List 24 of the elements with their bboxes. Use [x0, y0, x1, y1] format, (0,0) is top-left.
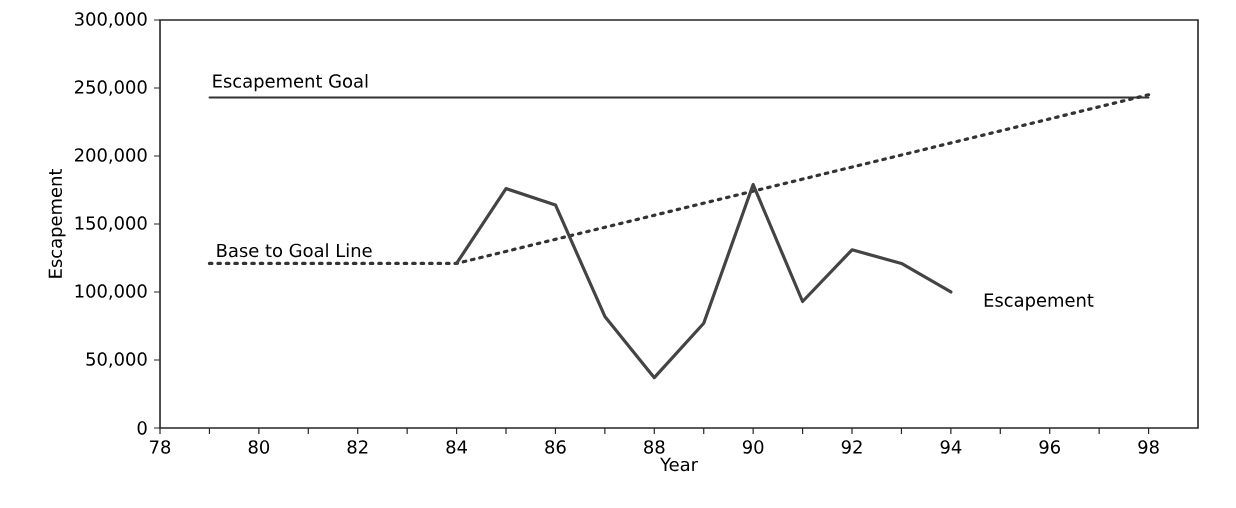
x-tick-label: 90 — [742, 440, 764, 454]
x-tick-label: 78 — [150, 440, 171, 454]
x-tick-label: 88 — [644, 440, 665, 454]
y-tick-label: 150,000 — [75, 216, 147, 232]
x-tick-label: 84 — [446, 440, 467, 454]
y-axis-title: Escapement — [48, 168, 66, 278]
x-tick-label: 94 — [940, 440, 962, 454]
y-tick-label: 250,000 — [74, 80, 147, 96]
x-tick-label: 80 — [248, 440, 270, 454]
series-label: Base to Goal Line — [217, 243, 372, 258]
y-tick-label: 200,000 — [74, 148, 147, 164]
y-tick-label: 100,000 — [75, 284, 147, 300]
line-series — [454, 182, 953, 380]
x-tick-label: 92 — [841, 440, 862, 454]
series-label: Escapement Goal — [213, 73, 368, 92]
x-axis-title: Year — [660, 457, 699, 472]
y-tick-label: 300,000 — [75, 12, 147, 28]
x-tick-label: 86 — [545, 440, 566, 454]
y-tick-label: 0 — [137, 421, 147, 435]
x-tick-label: 98 — [1138, 440, 1159, 454]
series-label: Escapement — [984, 293, 1094, 311]
x-tick-label: 96 — [1039, 440, 1060, 454]
y-tick-label: 50,000 — [86, 352, 147, 368]
x-tick-label: 82 — [347, 440, 368, 454]
